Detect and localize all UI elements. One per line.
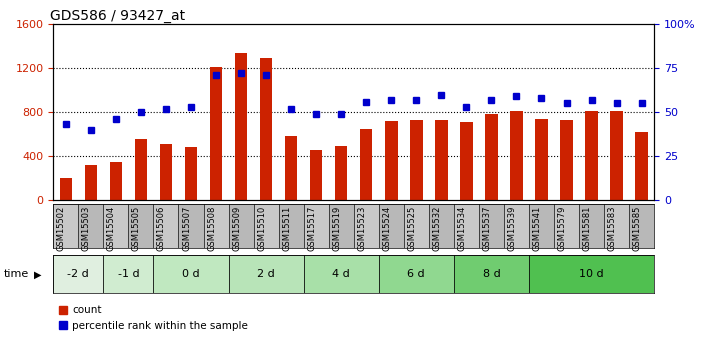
Bar	[304, 204, 328, 248]
Bar	[454, 255, 529, 293]
Text: 0 d: 0 d	[182, 269, 200, 279]
Text: GDS586 / 93427_at: GDS586 / 93427_at	[50, 9, 186, 23]
Bar	[228, 255, 304, 293]
Bar	[379, 204, 404, 248]
Text: GSM15510: GSM15510	[257, 206, 266, 251]
Bar	[210, 67, 223, 200]
Bar	[435, 120, 448, 200]
Bar	[479, 204, 504, 248]
Bar	[353, 204, 379, 248]
Bar	[485, 114, 498, 200]
Bar	[304, 255, 379, 293]
Bar	[504, 204, 529, 248]
Text: 6 d: 6 d	[407, 269, 425, 279]
Bar	[154, 204, 178, 248]
Bar	[285, 136, 297, 200]
Text: GSM15525: GSM15525	[407, 206, 417, 251]
Text: GSM15504: GSM15504	[107, 206, 116, 251]
Bar	[235, 53, 247, 200]
Bar	[185, 147, 197, 200]
Text: GSM15519: GSM15519	[332, 206, 341, 251]
Bar	[629, 204, 654, 248]
Text: GSM15583: GSM15583	[608, 206, 616, 251]
Bar	[254, 204, 279, 248]
Bar	[579, 204, 604, 248]
Text: GSM15524: GSM15524	[383, 206, 391, 251]
Bar	[410, 120, 422, 200]
Bar	[228, 204, 254, 248]
Legend: count, percentile rank within the sample: count, percentile rank within the sample	[58, 305, 248, 331]
Bar	[85, 165, 97, 200]
Text: GSM15532: GSM15532	[432, 206, 442, 251]
Text: GSM15508: GSM15508	[207, 206, 216, 251]
Text: GSM15537: GSM15537	[482, 206, 491, 251]
Text: GSM15581: GSM15581	[582, 206, 592, 251]
Bar	[53, 204, 78, 248]
Text: GSM15503: GSM15503	[82, 206, 91, 251]
Bar	[103, 255, 154, 293]
Bar	[203, 204, 228, 248]
Text: GSM15541: GSM15541	[533, 206, 542, 251]
Bar	[385, 121, 397, 200]
Bar	[154, 255, 228, 293]
Bar	[404, 204, 429, 248]
Text: time: time	[4, 269, 29, 279]
Bar	[78, 204, 103, 248]
Bar	[178, 204, 203, 248]
Text: GSM15579: GSM15579	[557, 206, 567, 251]
Text: 2 d: 2 d	[257, 269, 275, 279]
Bar	[554, 204, 579, 248]
Bar	[129, 204, 154, 248]
Text: ▶: ▶	[34, 269, 42, 279]
Text: GSM15523: GSM15523	[357, 206, 366, 251]
Bar	[560, 120, 573, 200]
Bar	[103, 204, 129, 248]
Text: -2 d: -2 d	[68, 269, 90, 279]
Bar	[610, 111, 623, 200]
Bar	[109, 161, 122, 200]
Text: 10 d: 10 d	[579, 269, 604, 279]
Text: GSM15502: GSM15502	[57, 206, 66, 251]
Bar	[429, 204, 454, 248]
Text: GSM15517: GSM15517	[307, 206, 316, 251]
Text: GSM15539: GSM15539	[508, 206, 516, 251]
Bar	[604, 204, 629, 248]
Bar	[360, 129, 373, 200]
Text: GSM15534: GSM15534	[457, 206, 466, 251]
Bar	[328, 204, 353, 248]
Bar	[636, 132, 648, 200]
Text: GSM15505: GSM15505	[132, 206, 141, 251]
Text: GSM15585: GSM15585	[633, 206, 641, 251]
Bar	[60, 178, 72, 200]
Text: 4 d: 4 d	[332, 269, 350, 279]
Bar	[529, 204, 554, 248]
Text: GSM15507: GSM15507	[182, 206, 191, 251]
Text: GSM15506: GSM15506	[157, 206, 166, 251]
Bar	[454, 204, 479, 248]
Bar	[53, 255, 103, 293]
Bar	[310, 149, 322, 200]
Bar	[535, 119, 547, 200]
Text: GSM15509: GSM15509	[232, 206, 241, 251]
Text: GSM15511: GSM15511	[282, 206, 291, 251]
Bar	[585, 111, 598, 200]
Bar	[335, 146, 348, 200]
Bar	[279, 204, 304, 248]
Bar	[529, 255, 654, 293]
Text: -1 d: -1 d	[117, 269, 139, 279]
Bar	[510, 111, 523, 200]
Bar	[260, 58, 272, 200]
Bar	[460, 122, 473, 200]
Bar	[160, 144, 172, 200]
Bar	[134, 139, 147, 200]
Text: 8 d: 8 d	[483, 269, 501, 279]
Bar	[379, 255, 454, 293]
